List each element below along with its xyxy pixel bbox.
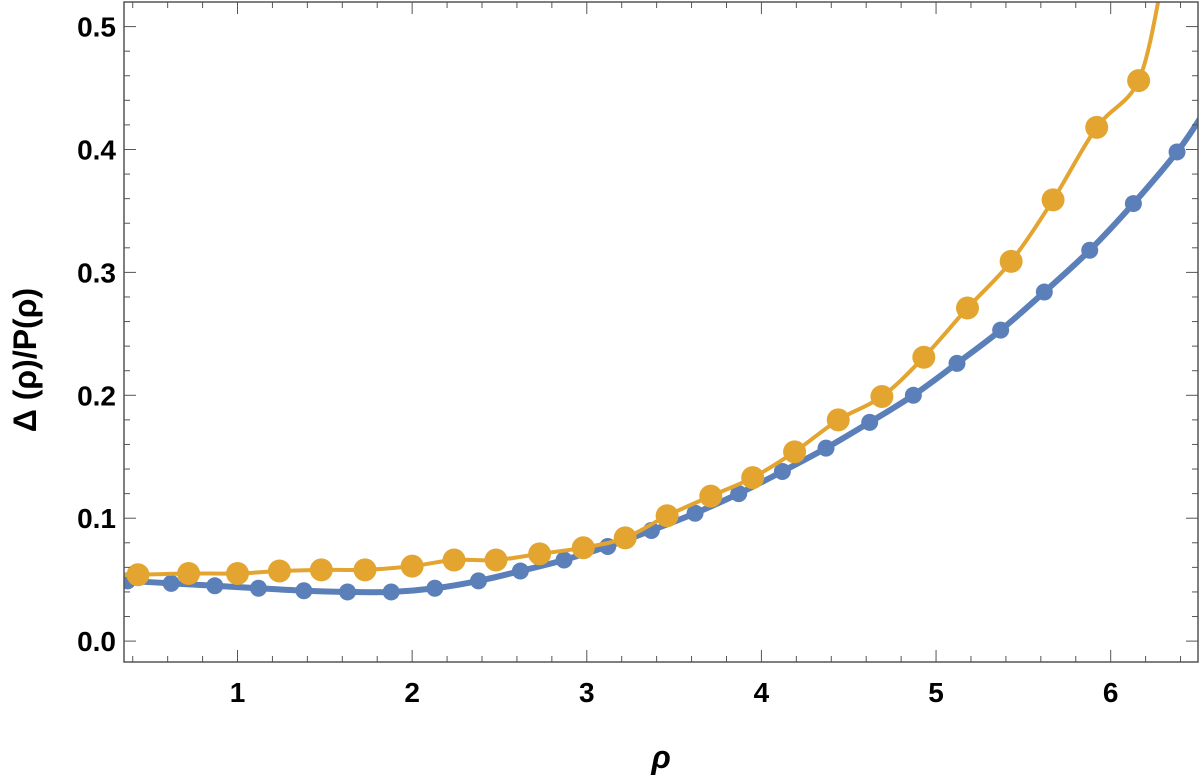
series-1-point xyxy=(730,485,748,503)
series-2-point xyxy=(826,408,850,432)
series-2-point xyxy=(783,440,807,464)
series-1-point xyxy=(426,579,444,597)
series-1-point xyxy=(992,321,1010,339)
y-tick-label: 0.3 xyxy=(77,257,116,288)
series-2-point xyxy=(955,296,979,320)
series-1-point xyxy=(295,582,313,600)
series-1-point xyxy=(1124,195,1142,213)
series-1-point xyxy=(904,386,922,404)
series-1-point xyxy=(555,551,573,569)
series-1-point xyxy=(511,562,529,580)
series-2-point xyxy=(528,542,552,566)
series-2-point xyxy=(442,548,466,572)
series-2-point xyxy=(309,558,333,582)
series-1-point xyxy=(686,504,704,522)
y-tick-label: 0.0 xyxy=(77,626,116,657)
series-2-point xyxy=(741,466,765,490)
series-1-point xyxy=(817,439,835,457)
ticks-layer xyxy=(124,1,1198,662)
series-1-point xyxy=(382,583,400,601)
series-2-line xyxy=(124,2,1161,578)
x-tick-label: 5 xyxy=(928,677,944,708)
series-2-point xyxy=(699,484,723,508)
series-2-point xyxy=(999,249,1023,273)
series-2-point xyxy=(177,562,201,586)
series-2-point xyxy=(126,563,150,587)
x-tick-label: 4 xyxy=(754,677,770,708)
plot-frame xyxy=(123,1,1199,663)
x-tick-label: 1 xyxy=(230,677,246,708)
series-1-point xyxy=(162,574,180,592)
series-2-point xyxy=(870,385,894,409)
x-axis-label: ρ xyxy=(650,739,670,775)
y-tick-label: 0.2 xyxy=(77,380,116,411)
series-1-point xyxy=(249,579,267,597)
series-1-point xyxy=(206,577,224,595)
series-2-point xyxy=(571,536,595,560)
series-1-point xyxy=(948,354,966,372)
y-axis-label-dot: ˙ xyxy=(0,433,21,444)
series-2-point xyxy=(1127,69,1151,93)
series-2-point xyxy=(226,562,250,586)
series-1-point xyxy=(773,462,791,480)
series-1-point xyxy=(861,413,879,431)
series-2-point xyxy=(484,548,508,572)
y-tick-label: 0.1 xyxy=(77,503,116,534)
series-1-point xyxy=(1081,241,1099,259)
x-tick-label: 2 xyxy=(404,677,420,708)
series-2-point xyxy=(912,345,936,369)
series-1-point xyxy=(1168,143,1186,161)
series-2-point xyxy=(613,526,637,550)
x-tick-label: 3 xyxy=(579,677,595,708)
series-2-point xyxy=(1041,188,1065,212)
y-axis-label-group: Δ (ρ)/P(ρ) ˙ xyxy=(0,288,43,444)
series-2-point xyxy=(267,559,291,583)
y-tick-label: 0.5 xyxy=(77,12,116,43)
x-tick-label: 6 xyxy=(1103,677,1119,708)
series-1-point xyxy=(470,572,488,590)
series-layer xyxy=(124,2,1198,601)
series-1-point xyxy=(1035,283,1053,301)
series-2-point xyxy=(1085,115,1109,139)
series-1-point xyxy=(339,583,357,601)
y-axis-label: Δ (ρ)/P(ρ) xyxy=(7,288,43,432)
tick-labels: 1 2 3 4 5 6 0.0 0.1 0.2 0.3 0.4 0.5 xyxy=(77,12,1118,708)
y-tick-label: 0.4 xyxy=(77,134,116,165)
series-2-point xyxy=(353,558,377,582)
series-2-point xyxy=(400,554,424,578)
series-2-point xyxy=(655,504,679,528)
